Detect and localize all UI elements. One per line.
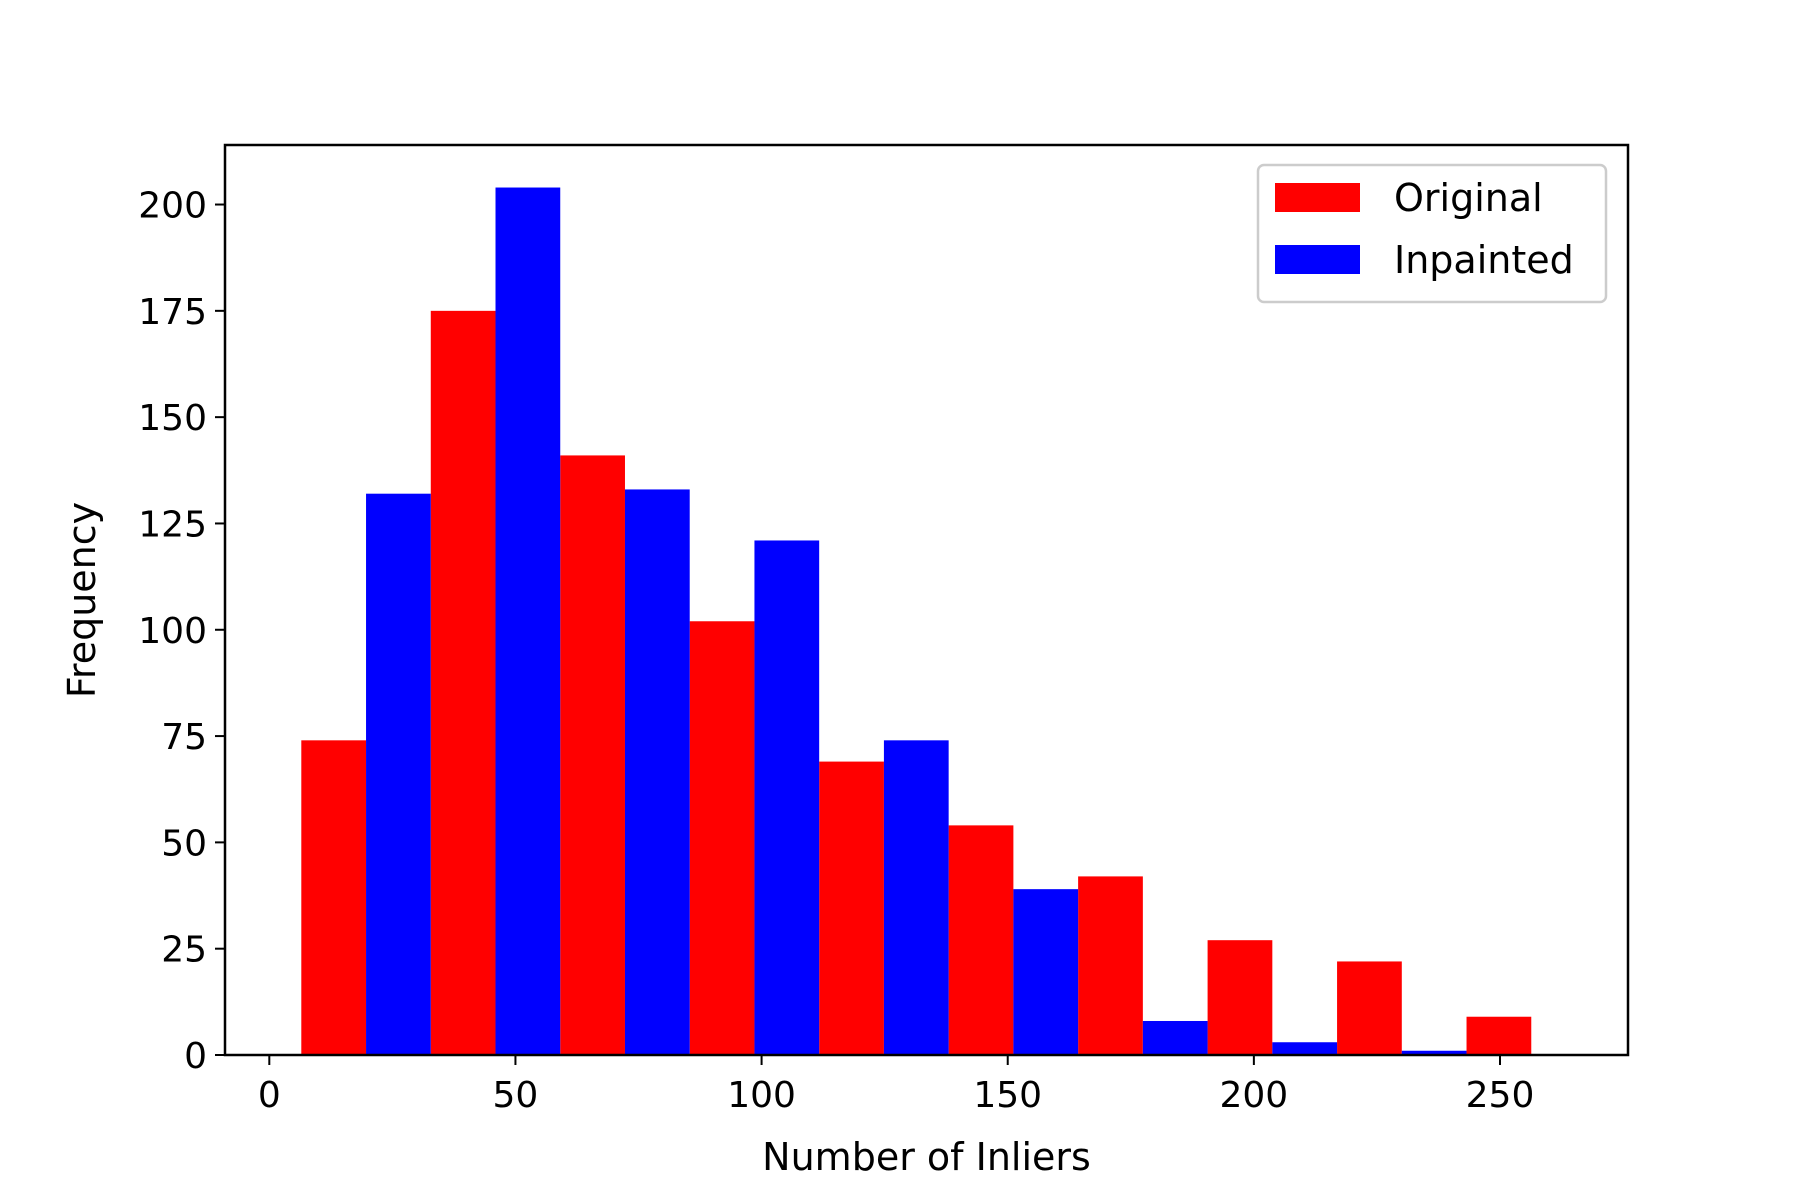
- x-tick-label: 100: [727, 1075, 796, 1116]
- y-tick-label: 25: [161, 930, 207, 971]
- x-axis: 0 50 100 150 200 250: [258, 1055, 1535, 1116]
- bar-original-3: [689, 621, 755, 1055]
- bar-inpainted-4: [883, 740, 949, 1055]
- bar-original-0: [301, 740, 367, 1055]
- bar-inpainted-6: [1142, 1020, 1208, 1055]
- bar-original-4: [819, 761, 884, 1055]
- legend-label-original: Original: [1394, 176, 1543, 220]
- bar-inpainted-8: [1401, 1050, 1467, 1055]
- legend-swatch-original: [1275, 183, 1360, 212]
- y-tick-label: 75: [161, 717, 207, 758]
- bar-original-2: [560, 455, 625, 1056]
- x-tick-label: 0: [258, 1075, 281, 1116]
- bar-inpainted-5: [1013, 889, 1079, 1055]
- legend: Original Inpainted: [1256, 163, 1608, 304]
- bar-inpainted-7: [1272, 1042, 1338, 1055]
- plot-frame: [223, 143, 1630, 1057]
- bar-inpainted-2: [624, 489, 690, 1056]
- bar-original-9: [1466, 1016, 1532, 1055]
- bar-original-7: [1207, 940, 1273, 1055]
- y-axis: 0 25 50 75 100 125 150 175 200: [138, 186, 225, 1077]
- bar-original-6: [1078, 876, 1143, 1055]
- bar-inpainted-3: [754, 540, 820, 1055]
- y-tick-label: 175: [138, 292, 207, 333]
- y-tick-label: 150: [138, 398, 207, 439]
- x-axis-title: Number of Inliers: [762, 1135, 1091, 1179]
- bar-original-8: [1337, 961, 1402, 1055]
- y-tick-label: 0: [184, 1036, 207, 1077]
- x-tick-label: 200: [1220, 1075, 1289, 1116]
- y-tick-label: 50: [161, 823, 207, 864]
- x-tick-label: 250: [1466, 1075, 1535, 1116]
- x-tick-label: 150: [973, 1075, 1042, 1116]
- x-tick-label: 50: [493, 1075, 539, 1116]
- y-tick-label: 100: [138, 611, 207, 652]
- bars-group: [301, 187, 1532, 1056]
- y-axis-title: Frequency: [60, 502, 104, 698]
- bar-original-1: [430, 310, 496, 1055]
- bar-inpainted-0: [366, 493, 431, 1055]
- legend-swatch-inpainted: [1275, 245, 1360, 274]
- bar-inpainted-1: [495, 187, 561, 1055]
- y-tick-label: 125: [138, 504, 207, 545]
- y-tick-label: 200: [138, 186, 207, 227]
- legend-label-inpainted: Inpainted: [1394, 238, 1574, 282]
- bar-original-5: [948, 825, 1014, 1055]
